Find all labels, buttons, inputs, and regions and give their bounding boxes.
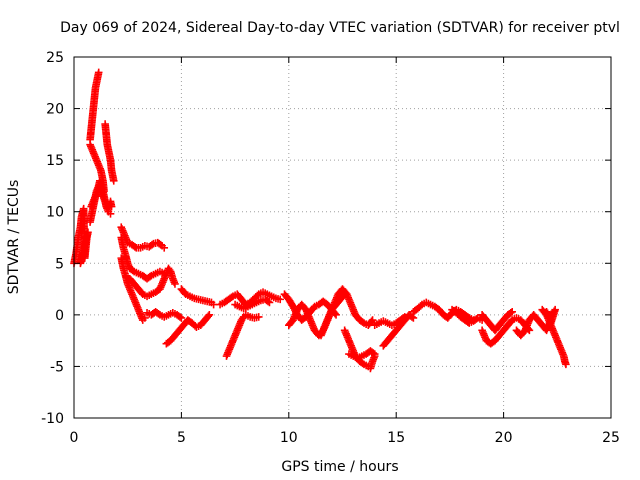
data-point xyxy=(562,360,570,369)
x-tick-label: 25 xyxy=(602,430,620,446)
y-tick-label: 15 xyxy=(46,153,64,169)
data-points xyxy=(70,68,570,373)
y-tick-label: -5 xyxy=(50,359,64,375)
data-point xyxy=(160,244,169,252)
data-point xyxy=(508,307,516,316)
data-point xyxy=(141,314,149,322)
data-point xyxy=(94,68,103,77)
data-point xyxy=(109,176,118,185)
data-point xyxy=(78,249,87,257)
data-point xyxy=(171,280,179,288)
data-point xyxy=(276,295,285,304)
data-point xyxy=(205,311,214,319)
x-axis-label: GPS time / hours xyxy=(281,459,398,475)
data-point xyxy=(254,313,263,321)
y-tick-label: 20 xyxy=(46,102,64,118)
data-point xyxy=(106,209,115,218)
data-point xyxy=(177,314,186,322)
x-tick-label: 15 xyxy=(387,430,405,446)
y-tick-label: -10 xyxy=(41,411,64,427)
data-point xyxy=(100,187,108,195)
data-point xyxy=(332,311,340,319)
data-point xyxy=(265,298,274,307)
grid-lines xyxy=(74,57,611,418)
y-tick-label: 0 xyxy=(55,308,64,324)
x-tick-label: 10 xyxy=(280,430,298,446)
x-tick-label: 20 xyxy=(495,430,513,446)
data-point xyxy=(409,314,418,322)
y-tick-label: 5 xyxy=(55,256,64,272)
y-tick-label: 25 xyxy=(46,50,64,66)
y-tick-label: 10 xyxy=(46,205,64,221)
axis-ticks: 0 5 10 15 20 25 -10 -5 0 5 10 15 20 25 xyxy=(41,50,620,446)
data-point xyxy=(368,316,377,324)
data-point xyxy=(370,350,379,358)
data-point xyxy=(400,313,409,321)
x-tick-label: 0 xyxy=(70,430,79,446)
data-point xyxy=(542,323,551,332)
x-tick-label: 5 xyxy=(177,430,186,446)
y-axis-label: SDTVAR / TECUs xyxy=(6,180,22,295)
plot-frame xyxy=(73,56,612,419)
chart-title: Day 069 of 2024, Sidereal Day-to-day VTE… xyxy=(60,20,620,36)
data-point xyxy=(209,300,218,309)
